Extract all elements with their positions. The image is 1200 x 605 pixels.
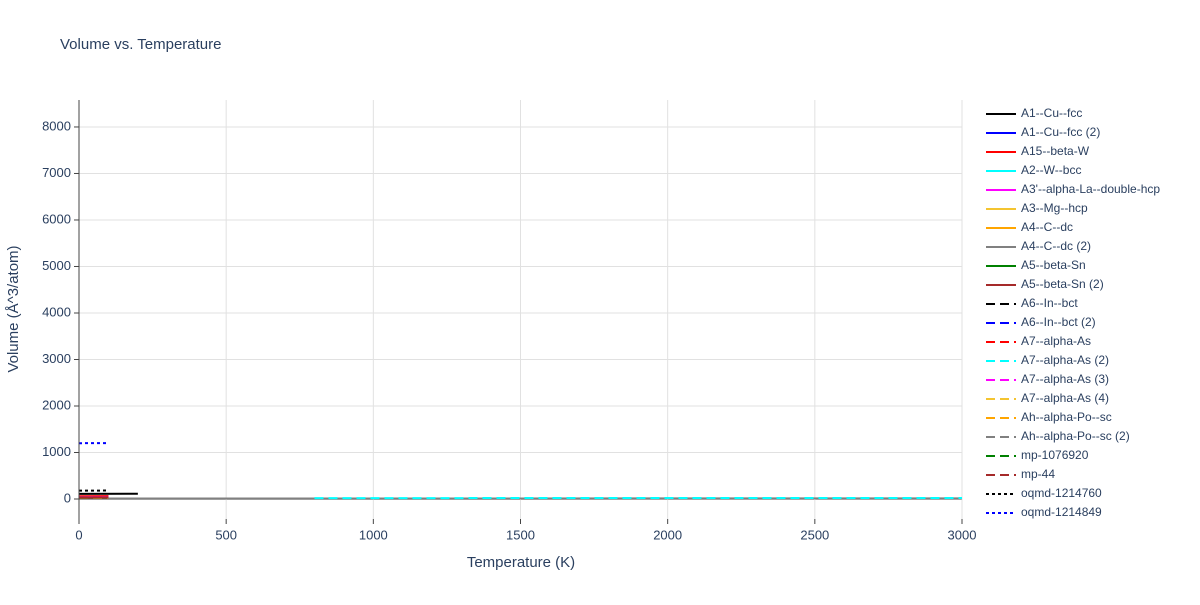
legend-label: A7--alpha-As (2) (1021, 353, 1109, 367)
x-tick-label: 1500 (506, 527, 535, 542)
legend-label: A3'--alpha-La--double-hcp (1021, 182, 1160, 196)
legend-label: A4--C--dc (2) (1021, 239, 1091, 253)
x-tick-label: 500 (215, 527, 237, 542)
y-tick-label: 6000 (42, 211, 71, 226)
chart-title: Volume vs. Temperature (60, 36, 221, 53)
y-tick-label: 1000 (42, 444, 71, 459)
x-tick-label: 2000 (653, 527, 682, 542)
legend-label: oqmd-1214849 (1021, 505, 1102, 519)
y-tick-label: 4000 (42, 304, 71, 319)
x-tick-label: 3000 (948, 527, 977, 542)
y-tick-label: 3000 (42, 351, 71, 366)
y-tick-label: 8000 (42, 118, 71, 133)
y-tick-label: 0 (64, 490, 71, 505)
legend-label: A6--In--bct (1021, 296, 1078, 310)
y-tick-label: 2000 (42, 397, 71, 412)
x-tick-label: 0 (75, 527, 82, 542)
legend-label: A5--beta-Sn (2) (1021, 277, 1104, 291)
legend-label: A7--alpha-As (3) (1021, 372, 1109, 386)
legend-label: A1--Cu--fcc (1021, 106, 1082, 120)
legend-label: Ah--alpha-Po--sc (1021, 410, 1112, 424)
legend-label: A5--beta-Sn (1021, 258, 1086, 272)
y-tick-label: 7000 (42, 165, 71, 180)
legend-label: A4--C--dc (1021, 220, 1073, 234)
y-tick-label: 5000 (42, 258, 71, 273)
x-tick-label: 1000 (359, 527, 388, 542)
legend-label: A3--Mg--hcp (1021, 201, 1088, 215)
legend-label: A2--W--bcc (1021, 163, 1081, 177)
legend-label: oqmd-1214760 (1021, 486, 1102, 500)
x-axis-title: Temperature (K) (467, 554, 575, 571)
y-axis-title: Volume (Å^3/atom) (5, 245, 22, 372)
legend-label: Ah--alpha-Po--sc (2) (1021, 429, 1130, 443)
legend-label: A1--Cu--fcc (2) (1021, 125, 1100, 139)
x-tick-label: 2500 (800, 527, 829, 542)
legend-label: mp-1076920 (1021, 448, 1089, 462)
legend-label: A6--In--bct (2) (1021, 315, 1096, 329)
legend-label: A7--alpha-As (1021, 334, 1091, 348)
legend-label: A15--beta-W (1021, 144, 1090, 158)
legend-label: mp-44 (1021, 467, 1055, 481)
legend-label: A7--alpha-As (4) (1021, 391, 1109, 405)
